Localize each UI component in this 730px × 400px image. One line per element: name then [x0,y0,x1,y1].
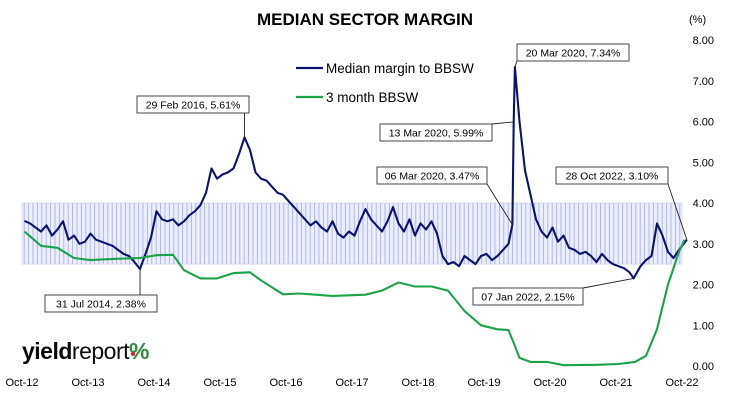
annotation-label: 13 Mar 2020, 5.99% [389,128,484,140]
annotation-leader [667,183,688,240]
annotation-box [44,294,158,313]
legend-label: Median margin to BBSW [326,61,474,76]
annotation-box [555,166,669,185]
series-line-median-margin [24,65,688,280]
annotation-label: 20 Mar 2020, 7.34% [526,48,621,60]
y-tick-label: 8.00 [693,35,714,47]
annotation-leader [514,60,518,68]
y-tick-label: 4.00 [693,198,714,210]
annotation-leader [491,121,514,125]
x-tick-label: Oct-20 [533,377,566,389]
y-tick-label: 6.00 [693,117,714,129]
x-tick-label: Oct-16 [269,377,302,389]
annotation-leader [486,183,513,225]
chart-title: MEDIAN SECTOR MARGIN [257,10,473,29]
x-tick-label: Oct-12 [5,377,38,389]
x-tick-label: Oct-21 [599,377,632,389]
x-tick-label: Oct-22 [665,377,698,389]
y-axis-unit: (%) [689,14,707,26]
annotation-box [379,123,493,142]
x-tick-label: Oct-18 [401,377,434,389]
x-tick-label: Oct-19 [467,377,500,389]
annotation-label: 06 Mar 2020, 3.47% [385,171,480,183]
y-tick-label: 1.00 [693,320,714,332]
yieldreport-logo: yieldreport% [22,338,149,364]
x-tick-label: Oct-15 [203,377,236,389]
annotation-label: 31 Jul 2014, 2.38% [56,299,146,311]
series-line-3m-bbsw [23,230,686,367]
y-tick-label: 7.00 [693,76,714,88]
y-tick-label: 2.00 [693,280,714,292]
y-tick-label: 3.00 [693,239,714,251]
annotation-box [136,95,250,114]
annotation-box [376,166,488,185]
y-tick-label: 0.00 [693,361,714,373]
annotation-label: 28 Oct 2022, 3.10% [566,171,659,183]
annotation-leader [582,277,634,289]
legend-label: 3 month BBSW [326,90,419,105]
annotation-label: 29 Feb 2016, 5.61% [146,100,241,112]
x-tick-label: Oct-14 [137,377,170,389]
annotation-box [472,287,584,306]
annotation-label: 07 Jan 2022, 2.15% [481,292,574,304]
annotation-box [516,43,630,62]
shaded-band-hatching [23,203,681,265]
y-tick-label: 5.00 [693,157,714,169]
x-tick-label: Oct-13 [71,377,104,389]
x-tick-label: Oct-17 [335,377,368,389]
